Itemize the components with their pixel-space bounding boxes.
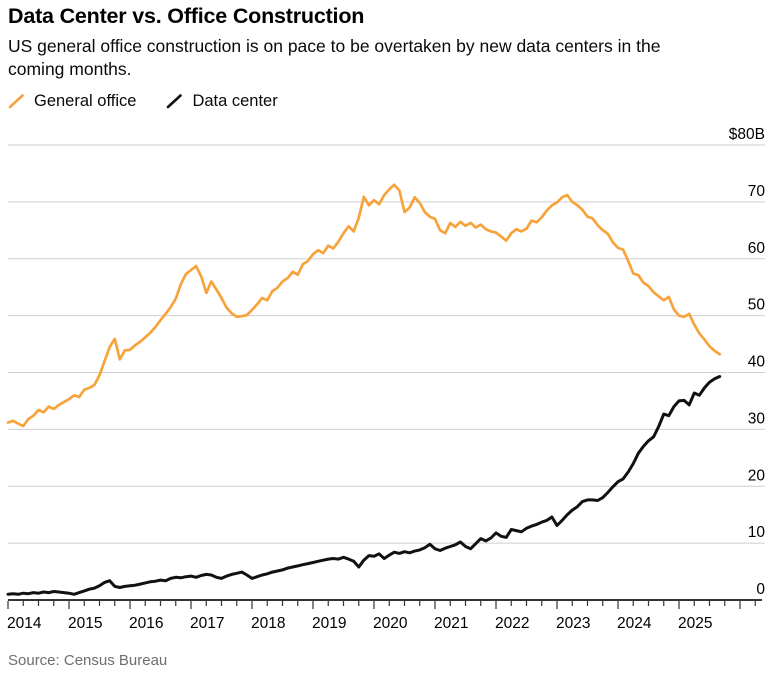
svg-text:2015: 2015 [68, 615, 102, 632]
svg-text:10: 10 [748, 524, 766, 541]
svg-text:20: 20 [748, 467, 766, 484]
legend-item-data-center: Data center [166, 92, 278, 111]
construction-spending-line-chart: $80B 70 60 50 40 30 20 10 0 2014 2015 2016 2017 2018 2… [0, 120, 782, 644]
data-center-slash-icon [167, 94, 183, 109]
legend-label-general-office: General office [34, 92, 137, 110]
y-gridlines [8, 144, 765, 544]
y-axis-labels: $80B 70 60 50 40 30 20 10 0 [729, 126, 766, 598]
svg-text:2018: 2018 [251, 615, 285, 632]
x-axis-year-labels: 2014 2015 2016 2017 2018 2019 2020 2021 2022 2023… [7, 615, 712, 632]
source-note: Source: Census Bureau [8, 652, 168, 669]
svg-text:2024: 2024 [617, 615, 652, 632]
svg-text:70: 70 [748, 183, 766, 200]
general-office-line [6, 183, 722, 428]
svg-text:2021: 2021 [434, 615, 468, 632]
general-office-slash-icon [8, 94, 24, 109]
x-axis-ticks [7, 601, 756, 609]
svg-text:2017: 2017 [190, 615, 224, 632]
legend-label-data-center: Data center [192, 92, 278, 110]
svg-text:40: 40 [748, 354, 766, 371]
chart-subtitle: US general office construction is on pac… [8, 36, 661, 79]
svg-text:2016: 2016 [129, 615, 163, 632]
svg-text:2022: 2022 [495, 615, 529, 632]
svg-text:60: 60 [748, 240, 766, 257]
data-center-line [6, 375, 722, 596]
svg-text:2014: 2014 [7, 615, 42, 632]
svg-text:50: 50 [748, 297, 766, 314]
svg-text:$80B: $80B [729, 126, 765, 143]
svg-text:2025: 2025 [678, 615, 712, 632]
svg-text:2020: 2020 [373, 615, 408, 632]
legend: General office Data center [8, 92, 278, 111]
svg-text:2019: 2019 [312, 615, 346, 632]
legend-item-general-office: General office [8, 92, 136, 111]
svg-text:2023: 2023 [556, 615, 590, 632]
chart-title: Data Center vs. Office Construction [8, 4, 365, 28]
svg-text:30: 30 [748, 410, 766, 427]
svg-text:0: 0 [756, 581, 765, 598]
